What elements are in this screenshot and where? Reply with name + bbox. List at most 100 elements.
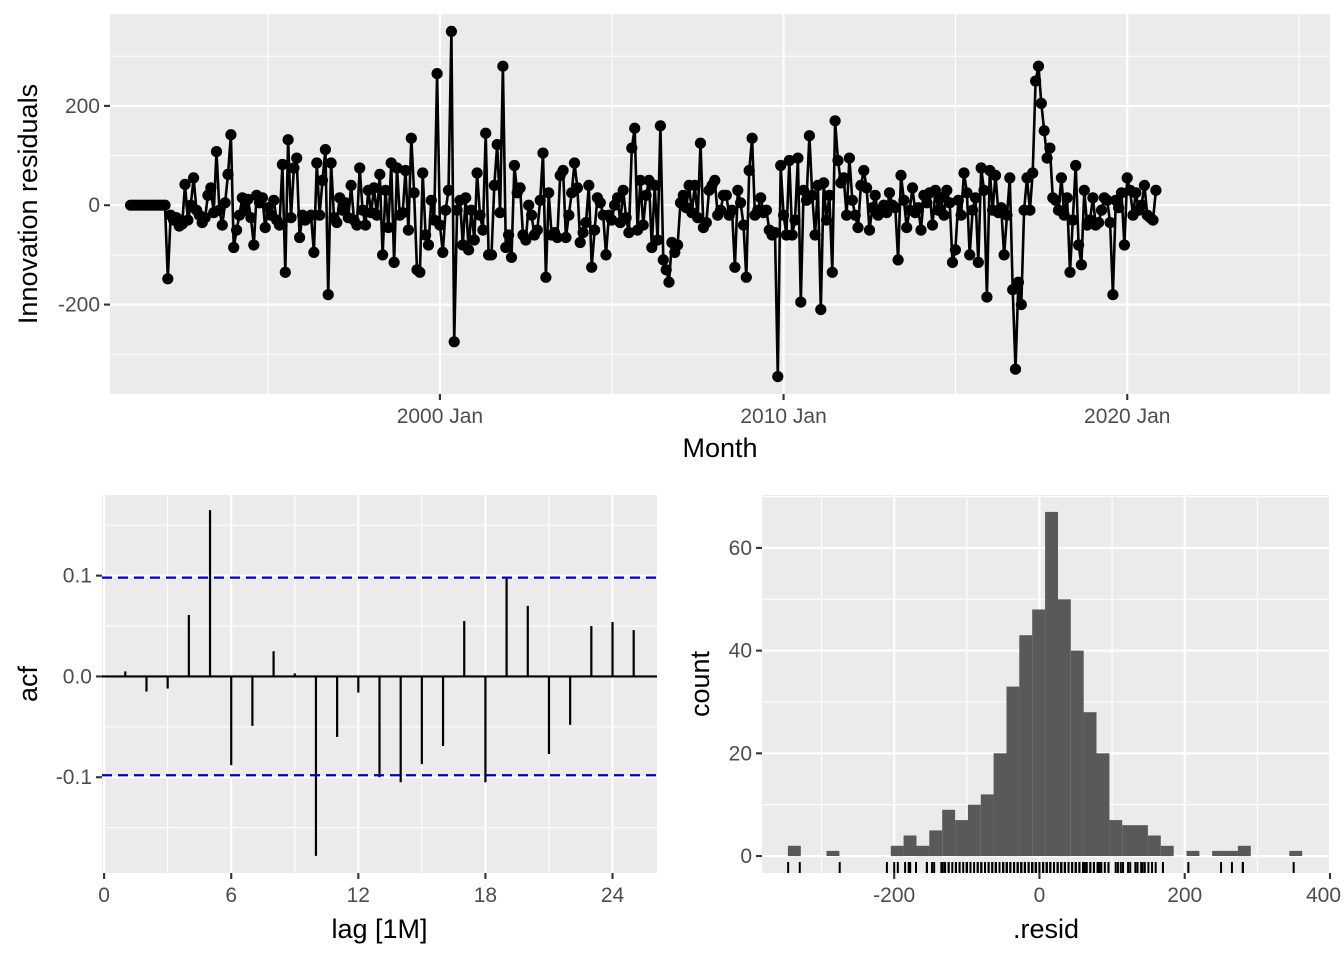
y-tick-label: 200 bbox=[65, 95, 100, 118]
residual-point bbox=[199, 212, 211, 224]
residual-point bbox=[1024, 204, 1036, 216]
residuals-time-plot: -200 0 200 2000 Jan 2010 Jan 2020 Jan Month Inn… bbox=[13, 14, 1330, 463]
residual-point bbox=[606, 214, 618, 226]
y-tick-label: 0 bbox=[740, 845, 752, 868]
residual-point bbox=[210, 146, 223, 158]
residual-point bbox=[1078, 184, 1090, 196]
residual-point bbox=[689, 179, 701, 191]
residual-point bbox=[889, 202, 901, 214]
residual-point bbox=[354, 162, 366, 174]
residual-point bbox=[1032, 60, 1045, 72]
y-tick-label: -200 bbox=[58, 294, 100, 317]
residual-point bbox=[1138, 179, 1150, 191]
residual-point bbox=[188, 172, 200, 184]
residual-point bbox=[820, 214, 833, 226]
residual-point bbox=[1041, 152, 1053, 164]
histogram-bar bbox=[1109, 820, 1123, 857]
residual-point bbox=[600, 249, 612, 261]
histogram-bar bbox=[916, 845, 930, 857]
residual-point bbox=[594, 197, 606, 209]
residual-point bbox=[485, 249, 498, 261]
residual-point bbox=[789, 214, 801, 226]
residual-point bbox=[557, 164, 569, 177]
residual-point bbox=[955, 209, 967, 221]
residual-point bbox=[798, 184, 810, 196]
residual-point bbox=[1136, 199, 1148, 211]
residual-point bbox=[958, 167, 970, 179]
residual-point bbox=[294, 231, 306, 244]
histogram-bar bbox=[1289, 850, 1303, 856]
residual-point bbox=[331, 217, 343, 229]
residual-point bbox=[769, 227, 781, 239]
residual-point bbox=[626, 142, 638, 154]
y-axis-title: count bbox=[685, 650, 715, 717]
residual-point bbox=[952, 194, 964, 206]
residual-point bbox=[580, 217, 592, 229]
histogram-bar bbox=[1083, 712, 1097, 856]
residual-point bbox=[1055, 172, 1067, 184]
residual-point bbox=[1067, 214, 1079, 226]
histogram-bar bbox=[903, 835, 917, 856]
x-tick-label: 6 bbox=[225, 884, 237, 907]
residual-point bbox=[560, 231, 572, 244]
residual-point bbox=[420, 229, 432, 241]
residual-point bbox=[775, 159, 787, 172]
residual-point bbox=[205, 182, 217, 194]
residual-point bbox=[737, 219, 750, 231]
histogram-bar bbox=[1212, 850, 1226, 856]
histogram-bar bbox=[1160, 845, 1174, 857]
residual-point bbox=[225, 129, 237, 141]
residual-point bbox=[726, 204, 738, 216]
y-axis-title: acf bbox=[13, 665, 43, 702]
residual-point bbox=[981, 291, 993, 303]
residual-point bbox=[660, 264, 672, 276]
residual-point bbox=[526, 209, 538, 221]
histogram-bar bbox=[967, 804, 981, 857]
residual-point bbox=[620, 212, 632, 224]
x-tick-label: 0 bbox=[1034, 884, 1046, 907]
x-axis-title: Month bbox=[682, 433, 757, 463]
y-tick-label: 40 bbox=[729, 640, 752, 663]
residual-point bbox=[540, 271, 552, 283]
residual-point bbox=[471, 167, 483, 179]
histogram-bar bbox=[787, 845, 801, 857]
residual-point bbox=[809, 229, 821, 241]
residual-point bbox=[634, 174, 647, 186]
residual-point bbox=[468, 234, 480, 246]
histogram-bar bbox=[1096, 753, 1110, 856]
residuals-histogram: 0 20 40 60 -200 0 200 400 .resid count bbox=[685, 495, 1341, 944]
residual-point bbox=[915, 224, 927, 236]
x-tick-label: 12 bbox=[347, 884, 370, 907]
residual-point bbox=[1070, 159, 1082, 172]
residual-point bbox=[715, 204, 727, 216]
histogram-bar bbox=[1057, 599, 1071, 857]
residual-point bbox=[1061, 192, 1073, 204]
residual-point bbox=[861, 182, 873, 194]
residual-point bbox=[906, 182, 919, 194]
residual-point bbox=[520, 234, 532, 246]
residual-point bbox=[414, 266, 426, 278]
residual-point bbox=[434, 219, 446, 231]
residual-point bbox=[497, 60, 509, 72]
residual-point bbox=[961, 187, 973, 199]
y-tick-label: 0 bbox=[88, 194, 100, 217]
residual-point bbox=[743, 164, 755, 177]
residual-point bbox=[629, 122, 641, 134]
residual-point bbox=[895, 169, 907, 181]
residual-point bbox=[654, 120, 667, 132]
residual-point bbox=[319, 144, 331, 156]
residual-point bbox=[841, 209, 853, 221]
residual-point bbox=[941, 184, 953, 196]
histogram-bar bbox=[1006, 686, 1020, 857]
residual-point bbox=[571, 182, 584, 194]
residual-point bbox=[405, 132, 417, 144]
residual-point bbox=[672, 239, 684, 251]
residual-point bbox=[1044, 142, 1056, 154]
residual-point bbox=[1121, 172, 1133, 184]
residual-point bbox=[663, 276, 675, 288]
histogram-bar bbox=[1045, 511, 1058, 856]
residual-point bbox=[1073, 239, 1085, 251]
residual-point bbox=[488, 179, 500, 191]
residual-point bbox=[276, 158, 288, 171]
y-axis-title: Innovation residuals bbox=[13, 84, 43, 324]
